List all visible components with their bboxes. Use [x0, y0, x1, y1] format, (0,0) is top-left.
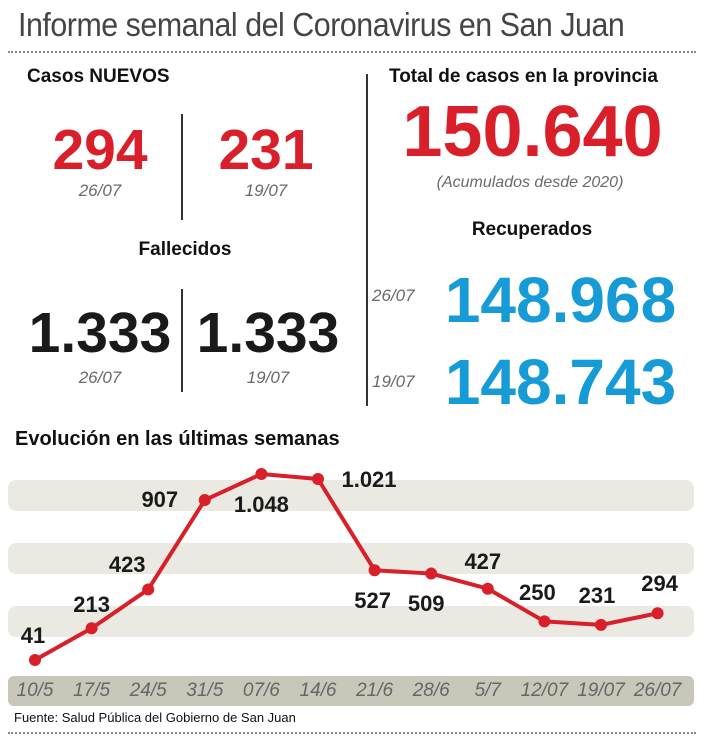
data-label: 294 — [641, 571, 678, 597]
fallecidos-previous-date: 19/07 — [246, 368, 290, 387]
data-label: 423 — [108, 552, 146, 578]
x-tick-label: 21/6 — [356, 680, 394, 701]
data-point — [425, 567, 438, 580]
recuperados-heading: Recuperados — [471, 219, 593, 240]
x-tick-label: 31/5 — [186, 680, 224, 701]
data-label: 427 — [464, 548, 502, 574]
data-point — [651, 607, 664, 620]
x-tick-label: 14/6 — [299, 680, 337, 701]
grid-band — [8, 606, 694, 637]
casos-nuevos-previous-value: 231 — [218, 118, 314, 182]
x-tick-label: 17/5 — [73, 680, 111, 701]
data-label: 231 — [578, 582, 616, 608]
grid-band — [8, 543, 694, 574]
fallecidos-previous-value: 1.333 — [196, 301, 340, 365]
total-value: 150.640 — [402, 92, 663, 172]
divider — [8, 732, 696, 734]
divider — [181, 114, 183, 220]
divider — [181, 289, 183, 392]
fallecidos-heading: Fallecidos — [138, 239, 232, 260]
data-label: 41 — [20, 623, 46, 648]
x-tick-label: 07/6 — [242, 680, 280, 701]
x-axis — [8, 676, 694, 706]
chart-title: Evolución en las últimas semanas — [15, 428, 340, 450]
data-label: 527 — [354, 588, 391, 614]
data-label: 1.048 — [233, 492, 289, 517]
total-note: (Acumulados desde 2020) — [436, 174, 624, 191]
data-point — [29, 654, 41, 666]
casos-nuevos-heading: Casos NUEVOS — [27, 66, 170, 87]
series-line — [34, 472, 659, 662]
data-point — [85, 622, 98, 635]
data-label: 509 — [407, 590, 445, 616]
source-note: Fuente: Salud Pública del Gobierno de Sa… — [14, 710, 296, 725]
page-title: Informe semanal del Coronavirus en San J… — [18, 6, 625, 43]
data-point — [198, 494, 211, 507]
data-label: 1.021 — [341, 466, 397, 492]
x-tick-label: 26/07 — [633, 680, 682, 701]
data-point — [538, 615, 551, 628]
casos-nuevos-current-date: 26/07 — [78, 181, 122, 200]
data-label: 213 — [73, 592, 110, 618]
fallecidos-current-date: 26/07 — [78, 368, 122, 387]
total-heading: Total de casos en la provincia — [389, 66, 658, 87]
fallecidos-current-value: 1.333 — [28, 301, 172, 365]
x-tick-label: 24/5 — [129, 680, 167, 701]
data-point — [595, 618, 607, 631]
divider — [8, 51, 696, 53]
casos-nuevos-previous-date: 19/07 — [244, 181, 288, 200]
grid-band — [8, 480, 694, 511]
x-tick-label: 10/5 — [16, 680, 54, 701]
recuperados-previous-value: 148.743 — [444, 346, 677, 418]
casos-nuevos-current-value: 294 — [52, 118, 148, 182]
data-label: 250 — [519, 580, 556, 606]
recuperados-current-date: 26/07 — [372, 286, 415, 305]
x-tick-label: 19/07 — [577, 680, 625, 701]
data-point — [312, 472, 324, 485]
x-tick-label: 12/07 — [520, 680, 569, 701]
x-tick-label: 5/7 — [474, 680, 501, 701]
recuperados-previous-date: 19/07 — [372, 372, 415, 391]
divider — [366, 74, 368, 406]
x-tick-label: 28/6 — [412, 680, 450, 701]
data-point — [481, 582, 494, 595]
data-label: 907 — [141, 487, 179, 513]
data-point — [368, 564, 381, 577]
recuperados-current-value: 148.968 — [444, 264, 677, 336]
data-point — [255, 468, 268, 481]
data-point — [142, 583, 155, 596]
